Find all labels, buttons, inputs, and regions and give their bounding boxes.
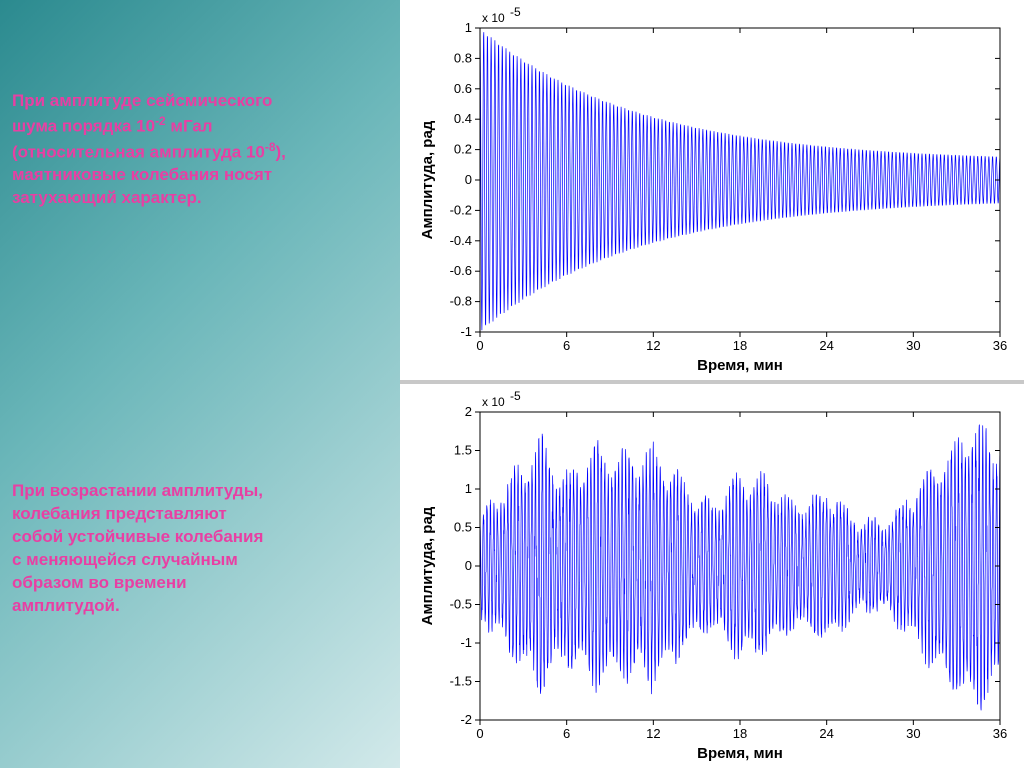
t2l5: образом во времени — [12, 573, 187, 592]
svg-text:12: 12 — [646, 338, 660, 353]
t1l3b: ), — [275, 142, 285, 161]
chart-bottom-slot: 0 6 12 18 24 30 36 -2 -1.5 -1 -0.5 0 0.5 1 1.5 2 Время, … — [400, 384, 1024, 768]
svg-text:Время, мин: Время, мин — [697, 745, 783, 762]
svg-text:x 10: x 10 — [482, 11, 505, 25]
svg-text:-1: -1 — [460, 635, 472, 650]
t1l3a: (относительная амплитуда 10 — [12, 142, 265, 161]
svg-text:-5: -5 — [510, 389, 521, 403]
svg-text:0: 0 — [465, 172, 472, 187]
t1l1: При амплитуде сейсмического — [12, 91, 272, 110]
svg-text:18: 18 — [733, 726, 747, 741]
t2l1: При возрастании амплитуды, — [12, 481, 263, 500]
svg-text:36: 36 — [993, 726, 1007, 741]
svg-text:6: 6 — [563, 726, 570, 741]
svg-text:0: 0 — [476, 726, 483, 741]
t2l3: собой устойчивые колебания — [12, 527, 263, 546]
svg-text:24: 24 — [819, 726, 833, 741]
caption-bottom: При возрастании амплитуды, колебания пре… — [12, 480, 388, 618]
left-panel: При амплитуде сейсмического шума порядка… — [0, 0, 400, 768]
t2l2: колебания представляют — [12, 504, 227, 523]
svg-text:-0.6: -0.6 — [450, 263, 472, 278]
t2l4: с меняющейся случайным — [12, 550, 238, 569]
svg-text:0: 0 — [465, 558, 472, 573]
t1l3sup: -8 — [265, 140, 276, 154]
svg-text:-0.4: -0.4 — [450, 233, 472, 248]
svg-text:Время, мин: Время, мин — [697, 357, 783, 374]
svg-text:1: 1 — [465, 20, 472, 35]
svg-text:-5: -5 — [510, 5, 521, 19]
svg-text:Амплитуда, рад: Амплитуда, рад — [419, 120, 436, 239]
svg-text:-1.5: -1.5 — [450, 674, 472, 689]
svg-text:18: 18 — [733, 338, 747, 353]
svg-text:0.5: 0.5 — [454, 520, 472, 535]
svg-text:-0.8: -0.8 — [450, 294, 472, 309]
chart-top-slot: 0 6 12 18 24 30 36 -1 -0.8 -0.6 -0.4 -0.2 0 0.2 0.4 0.6… — [400, 0, 1024, 380]
slide: При амплитуде сейсмического шума порядка… — [0, 0, 1024, 768]
t1l2sup: -2 — [155, 114, 166, 128]
svg-text:-1: -1 — [460, 324, 472, 339]
svg-text:1: 1 — [465, 481, 472, 496]
svg-text:-0.5: -0.5 — [450, 597, 472, 612]
chart-top: 0 6 12 18 24 30 36 -1 -0.8 -0.6 -0.4 -0.2 0 0.2 0.4 0.6… — [400, 0, 1024, 380]
svg-text:0.2: 0.2 — [454, 142, 472, 157]
svg-text:1.5: 1.5 — [454, 443, 472, 458]
t1l5: затухающий характер. — [12, 188, 202, 207]
t2l6: амплитудой. — [12, 596, 120, 615]
svg-text:24: 24 — [819, 338, 833, 353]
svg-text:-2: -2 — [460, 712, 472, 727]
svg-text:2: 2 — [465, 404, 472, 419]
svg-text:Амплитуда, рад: Амплитуда, рад — [419, 506, 436, 625]
svg-text:6: 6 — [563, 338, 570, 353]
svg-text:-0.2: -0.2 — [450, 202, 472, 217]
svg-text:0.8: 0.8 — [454, 50, 472, 65]
svg-text:30: 30 — [906, 726, 920, 741]
svg-text:x 10: x 10 — [482, 395, 505, 409]
caption-top: При амплитуде сейсмического шума порядка… — [12, 90, 388, 210]
svg-text:12: 12 — [646, 726, 660, 741]
svg-text:0: 0 — [476, 338, 483, 353]
svg-text:0.6: 0.6 — [454, 81, 472, 96]
svg-text:36: 36 — [993, 338, 1007, 353]
right-panel: 061218243036-1-0.8-0.6-0.4-0.200.20.40.6… — [400, 0, 1024, 768]
t1l2tail: мГал — [166, 117, 213, 136]
svg-text:0.4: 0.4 — [454, 111, 472, 126]
svg-text:30: 30 — [906, 338, 920, 353]
t1l4: маятниковые колебания носят — [12, 165, 272, 184]
t1l2: шума порядка 10 — [12, 117, 155, 136]
chart-bottom: 0 6 12 18 24 30 36 -2 -1.5 -1 -0.5 0 0.5 1 1.5 2 Время, … — [400, 384, 1024, 768]
